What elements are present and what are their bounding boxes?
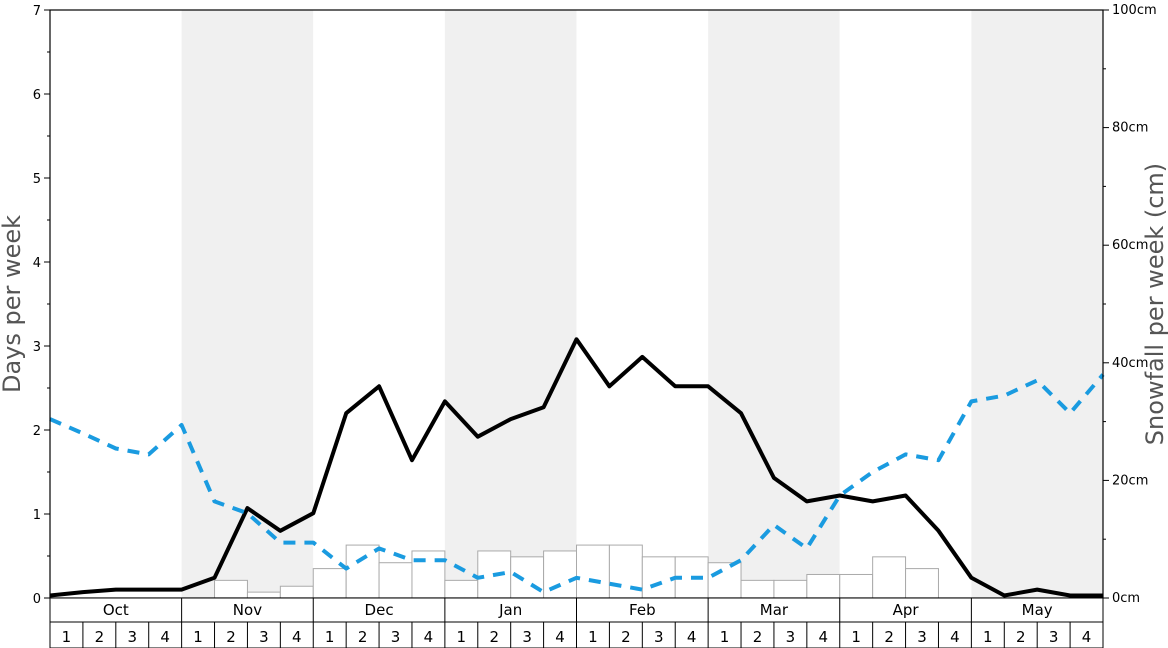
snowfall-bar <box>411 550 446 599</box>
month-row: Oct Nov Dec Jan Feb Mar Apr May <box>49 597 1104 623</box>
month-band <box>444 10 577 598</box>
month-bands <box>50 10 1103 598</box>
week-label: 3 <box>391 628 401 646</box>
right-tick-label: 40cm <box>1112 356 1148 371</box>
week-label: 2 <box>226 628 236 646</box>
right-axis-title: Snowfall per week (cm) <box>1141 163 1168 445</box>
month-band <box>708 10 840 598</box>
week-label: 4 <box>819 628 829 646</box>
week-label: 2 <box>884 628 894 646</box>
week-label: 4 <box>555 628 565 646</box>
month-band <box>313 10 445 598</box>
month-label: Jan <box>498 601 522 619</box>
snowfall-bar <box>872 556 907 599</box>
snowfall-bar <box>345 544 380 599</box>
week-label: 1 <box>62 628 72 646</box>
right-tick-label: 100cm <box>1112 3 1157 18</box>
week-label: 4 <box>687 628 697 646</box>
week-label: 2 <box>358 628 368 646</box>
snowfall-bar <box>510 556 545 599</box>
week-label: 2 <box>753 628 763 646</box>
week-row: 1 2 3 4 1 2 3 4 1 2 3 4 1 2 3 4 1 2 3 4 1 2 3 4 1 2 3 4 1 2 3 4 <box>49 621 1104 648</box>
week-label: 1 <box>588 628 598 646</box>
snowfall-bar <box>905 568 939 599</box>
month-label: Oct <box>103 601 129 619</box>
month-band <box>50 10 182 598</box>
snowfall-bar <box>444 579 479 599</box>
right-tick-label: 0cm <box>1112 591 1140 606</box>
week-label: 3 <box>127 628 137 646</box>
week-label: 1 <box>325 628 335 646</box>
right-tick-label: 80cm <box>1112 121 1148 136</box>
week-label: 1 <box>457 628 467 646</box>
dashed-series-line <box>49 373 1105 595</box>
left-axis-title: Days per week <box>0 215 26 393</box>
week-label: 3 <box>786 628 796 646</box>
snowfall-bar <box>740 579 775 599</box>
right-axis: 0cm 20cm 40cm 60cm 80cm 100cm <box>1103 3 1157 606</box>
left-tick-label: 5 <box>33 172 41 187</box>
week-label: 4 <box>292 628 302 646</box>
month-band <box>971 10 1103 598</box>
week-label: 1 <box>851 628 861 646</box>
week-label: 4 <box>424 628 434 646</box>
month-label: Nov <box>233 601 262 619</box>
week-label: 4 <box>950 628 960 646</box>
week-label: 1 <box>193 628 203 646</box>
left-tick-label: 2 <box>33 424 41 439</box>
month-band <box>576 10 709 598</box>
week-label: 4 <box>1082 628 1092 646</box>
week-label: 2 <box>95 628 105 646</box>
week-label: 3 <box>654 628 664 646</box>
snowfall-bar <box>378 562 413 599</box>
month-label: Feb <box>629 601 656 619</box>
week-label: 3 <box>917 628 927 646</box>
week-label: 2 <box>1016 628 1026 646</box>
week-label: 1 <box>720 628 730 646</box>
series-lines <box>49 337 1105 598</box>
snowfall-bar <box>543 550 577 599</box>
snowfall-bar <box>214 579 248 599</box>
month-label: May <box>1022 601 1053 619</box>
week-label: 3 <box>1049 628 1059 646</box>
week-label: 2 <box>489 628 499 646</box>
snowfall-bar <box>806 573 841 599</box>
snowfall-bar <box>279 585 314 599</box>
left-tick-label: 6 <box>33 88 41 103</box>
left-tick-label: 4 <box>33 256 41 271</box>
left-tick-label: 7 <box>33 4 41 19</box>
left-tick-label: 0 <box>33 592 41 607</box>
month-label: Dec <box>365 601 394 619</box>
week-label: 3 <box>259 628 269 646</box>
week-label: 3 <box>522 628 532 646</box>
month-band <box>839 10 972 598</box>
month-label: Apr <box>893 601 920 619</box>
snowfall-bar <box>312 568 347 599</box>
week-label: 1 <box>983 628 993 646</box>
snowfall-bar <box>246 591 281 599</box>
left-axis: 0 1 2 3 4 5 6 7 <box>33 4 50 607</box>
month-label: Mar <box>760 601 789 619</box>
snowfall-bar <box>576 544 610 599</box>
week-label: 4 <box>160 628 170 646</box>
left-tick-label: 1 <box>33 508 41 523</box>
snowfall-bar <box>839 573 874 599</box>
snowfall-bar <box>641 556 676 599</box>
right-tick-label: 20cm <box>1112 473 1148 488</box>
right-tick-label: 60cm <box>1112 238 1148 253</box>
week-label: 2 <box>621 628 631 646</box>
solid-series-line <box>49 337 1103 598</box>
left-tick-label: 3 <box>33 340 41 355</box>
month-band <box>181 10 314 598</box>
snowfall-bar <box>707 562 742 599</box>
snowfall-bar <box>773 579 808 599</box>
